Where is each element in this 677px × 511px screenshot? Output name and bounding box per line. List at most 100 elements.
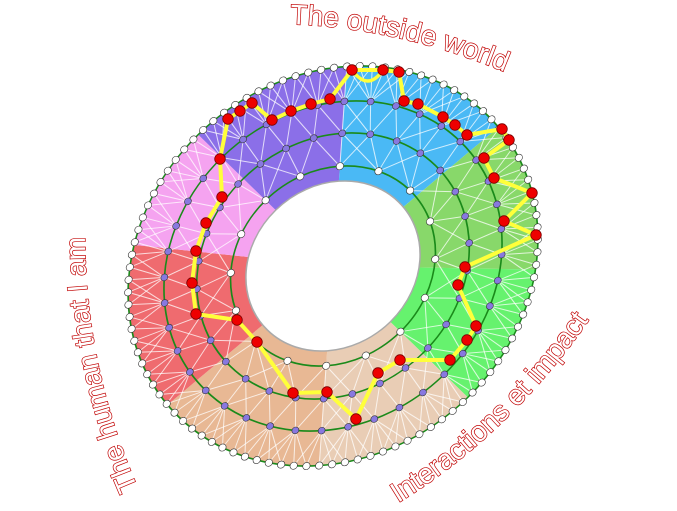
purple-node bbox=[344, 423, 352, 431]
purple-node bbox=[165, 323, 173, 332]
red-node bbox=[251, 336, 263, 348]
spoke bbox=[467, 270, 499, 281]
spoke bbox=[419, 89, 455, 115]
spoke bbox=[429, 221, 470, 244]
white-node bbox=[229, 448, 238, 457]
spoke bbox=[210, 310, 237, 341]
purple-node bbox=[416, 149, 425, 157]
spoke bbox=[134, 241, 169, 252]
white-node bbox=[163, 166, 172, 175]
white-node bbox=[524, 175, 533, 184]
spoke bbox=[198, 260, 232, 274]
red-node bbox=[372, 367, 384, 379]
purple-node bbox=[436, 166, 444, 175]
label-outside-world: The outside world bbox=[290, 0, 514, 77]
spoke bbox=[443, 374, 454, 412]
white-node bbox=[533, 248, 542, 257]
spoke bbox=[131, 250, 169, 256]
white-node bbox=[340, 458, 349, 467]
spoke bbox=[357, 418, 375, 460]
white-node bbox=[289, 461, 298, 470]
white-node bbox=[261, 196, 270, 205]
white-node bbox=[514, 322, 522, 331]
white-node bbox=[478, 107, 487, 115]
spoke bbox=[182, 405, 225, 422]
white-node bbox=[508, 143, 517, 152]
spoke bbox=[166, 389, 206, 405]
white-node bbox=[179, 417, 188, 425]
purple-node bbox=[164, 247, 172, 256]
purple-node bbox=[392, 137, 401, 145]
purple-node bbox=[291, 426, 300, 435]
white-node bbox=[532, 211, 541, 219]
red-node bbox=[222, 113, 234, 125]
spoke bbox=[201, 417, 247, 437]
purple-node bbox=[186, 368, 194, 376]
spoke bbox=[265, 148, 287, 201]
white-node bbox=[266, 81, 275, 90]
purple-node bbox=[458, 349, 467, 358]
spoke bbox=[159, 371, 191, 395]
spoke bbox=[268, 426, 271, 463]
white-node bbox=[124, 300, 133, 309]
red-node bbox=[377, 64, 389, 76]
purple-node bbox=[395, 403, 404, 412]
spoke bbox=[373, 383, 381, 420]
purple-node bbox=[206, 336, 215, 344]
purple-node bbox=[376, 379, 384, 388]
spoke bbox=[373, 418, 396, 447]
white-node bbox=[130, 336, 139, 345]
purple-node bbox=[440, 370, 449, 379]
white-node bbox=[264, 458, 273, 467]
red-node bbox=[498, 215, 510, 227]
spoke bbox=[489, 301, 528, 307]
spoke bbox=[189, 361, 226, 373]
purple-node bbox=[266, 422, 274, 430]
spoke bbox=[477, 330, 506, 351]
spoke bbox=[365, 355, 406, 369]
spoke bbox=[370, 71, 410, 102]
purple-node bbox=[340, 97, 349, 106]
white-node bbox=[477, 378, 486, 387]
white-node bbox=[527, 285, 536, 294]
red-node bbox=[452, 279, 464, 291]
spoke bbox=[501, 214, 537, 230]
red-node bbox=[488, 172, 500, 184]
white-node bbox=[420, 293, 429, 302]
spoke bbox=[370, 66, 373, 102]
red-node bbox=[186, 277, 198, 289]
spoke bbox=[200, 272, 232, 316]
white-node bbox=[138, 213, 147, 222]
white-node bbox=[405, 68, 414, 76]
spoke bbox=[317, 67, 335, 106]
white-node bbox=[125, 313, 134, 321]
white-node bbox=[149, 380, 158, 389]
spoke bbox=[268, 360, 288, 392]
white-node bbox=[218, 443, 227, 452]
spoke bbox=[268, 390, 271, 427]
spoke bbox=[420, 141, 461, 154]
white-node bbox=[519, 164, 528, 173]
white-node bbox=[138, 359, 147, 368]
spoke bbox=[369, 419, 375, 456]
red-node bbox=[394, 354, 406, 366]
spoke bbox=[198, 233, 242, 262]
spoke bbox=[153, 193, 189, 202]
purple-node bbox=[424, 344, 432, 352]
purple-node bbox=[317, 426, 326, 435]
white-node bbox=[302, 462, 311, 470]
spoke bbox=[129, 251, 169, 268]
spoke bbox=[260, 163, 267, 201]
white-node bbox=[530, 199, 539, 207]
spoke bbox=[378, 152, 421, 172]
spoke bbox=[467, 254, 502, 272]
spoke bbox=[379, 383, 400, 408]
spoke bbox=[501, 239, 539, 256]
spoke bbox=[189, 340, 212, 373]
spoke bbox=[205, 378, 246, 391]
white-node bbox=[438, 415, 447, 424]
spoke bbox=[410, 190, 456, 193]
white-node bbox=[379, 447, 388, 456]
purple-node bbox=[201, 386, 210, 395]
spoke bbox=[131, 302, 165, 330]
